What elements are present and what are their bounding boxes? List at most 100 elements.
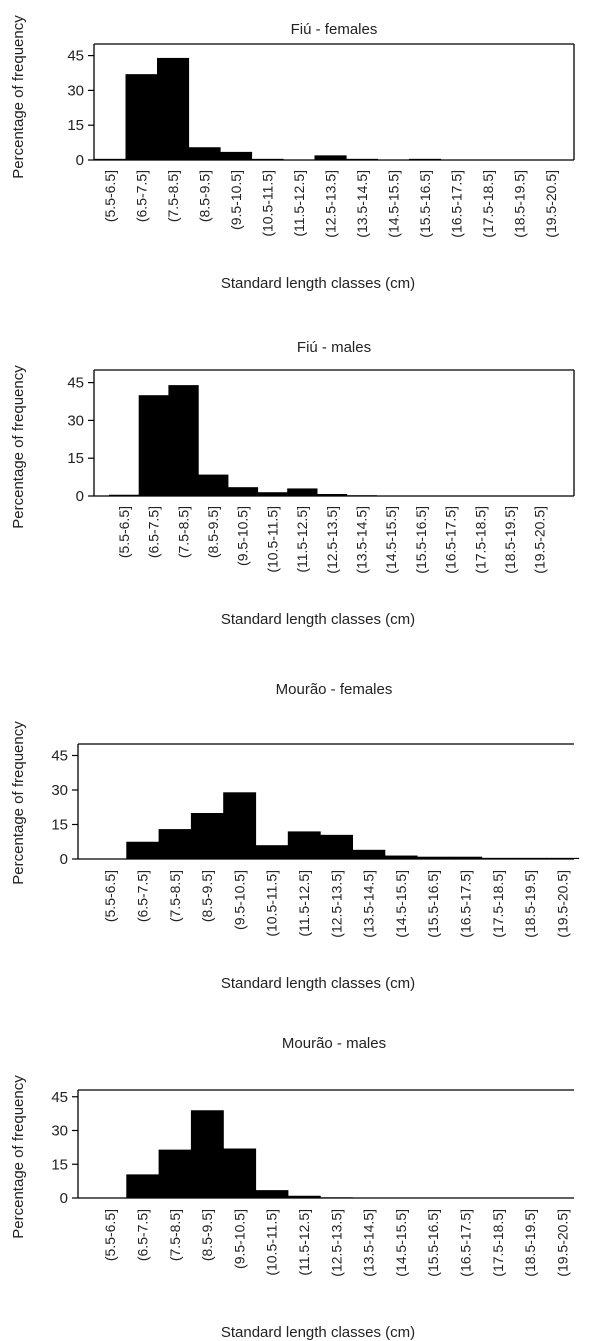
- chart-title: Mourão - females: [276, 681, 393, 698]
- x-tick-label: (6.5-7.5]: [134, 870, 150, 922]
- y-axis-label: Percentage of frequency: [10, 721, 27, 885]
- x-tick-label: (19.5-20.5]: [554, 870, 570, 938]
- x-tick-label: (14.5-15.5]: [385, 170, 401, 238]
- chart-title: Mourão - males: [282, 1035, 386, 1052]
- x-tick-label: (16.5-17.5]: [457, 1209, 473, 1277]
- bar: [257, 492, 288, 496]
- chart-title: Fiú - females: [291, 21, 378, 38]
- chart-title: Fiú - males: [297, 339, 371, 356]
- x-tick-label: (13.5-14.5]: [361, 870, 377, 938]
- bar: [316, 493, 348, 496]
- x-tick-label: (5.5-6.5]: [102, 870, 118, 922]
- y-tick-label: 30: [67, 412, 84, 429]
- bar: [125, 74, 158, 160]
- x-tick-label: (10.5-11.5]: [264, 870, 280, 937]
- histogram-fiu-females: Fiú - females Percentage of frequency 0 15 3…: [10, 15, 575, 292]
- x-tick-label: (9.5-10.5]: [231, 870, 247, 930]
- x-tick-label: (12.5-13.5]: [328, 1209, 344, 1277]
- x-tick-label: (14.5-15.5]: [383, 506, 399, 574]
- x-tick-label: (19.5-20.5]: [543, 170, 559, 238]
- bar: [190, 813, 224, 859]
- x-tick-label: (10.5-11.5]: [259, 170, 275, 237]
- x-tick-label: (14.5-15.5]: [393, 870, 409, 938]
- bar: [126, 841, 160, 859]
- x-tick-label: (13.5-14.5]: [354, 170, 370, 238]
- x-tick-label: (17.5-18.5]: [472, 506, 488, 574]
- bar: [223, 1148, 257, 1198]
- x-tick-label: (11.5-12.5]: [296, 1209, 312, 1276]
- bar: [320, 834, 353, 859]
- bar: [190, 1110, 224, 1198]
- x-tick-label: (10.5-11.5]: [264, 1209, 280, 1276]
- bar: [449, 856, 483, 859]
- bar: [157, 57, 190, 160]
- x-tick-label: (8.5-9.5]: [205, 506, 221, 558]
- x-tick-label: (7.5-8.5]: [167, 870, 183, 922]
- y-tick-label: 45: [51, 748, 68, 765]
- x-tick-label: (12.5-13.5]: [328, 870, 344, 938]
- y-tick-label: 15: [51, 1156, 68, 1173]
- bar: [255, 1190, 289, 1198]
- x-tick-label: (16.5-17.5]: [448, 170, 464, 238]
- x-tick-label: (15.5-16.5]: [413, 506, 429, 574]
- y-tick-label: 0: [60, 851, 68, 868]
- x-tick-label: (12.5-13.5]: [322, 170, 338, 238]
- x-tick-label: (11.5-12.5]: [294, 506, 310, 573]
- y-tick-label: 30: [51, 1123, 68, 1140]
- bar: [188, 147, 221, 160]
- y-axis-label: Percentage of frequency: [10, 1075, 27, 1239]
- bar: [158, 1149, 192, 1198]
- x-axis-label: Standard length classes (cm): [221, 975, 415, 992]
- y-tick-label: 45: [51, 1089, 68, 1106]
- x-tick-label: (8.5-9.5]: [199, 1209, 215, 1261]
- x-tick-label: (5.5-6.5]: [102, 1209, 118, 1261]
- x-tick-label: (6.5-7.5]: [134, 1209, 150, 1261]
- x-tick-label: (6.5-7.5]: [146, 506, 162, 558]
- x-tick-label: (15.5-16.5]: [425, 1209, 441, 1277]
- y-axis-label: Percentage of frequency: [10, 365, 27, 529]
- x-tick-label: (17.5-18.5]: [480, 170, 496, 238]
- x-axis-label: Standard length classes (cm): [221, 611, 415, 628]
- x-tick-label: (10.5-11.5]: [264, 506, 280, 573]
- bar: [158, 829, 192, 859]
- y-tick-label: 0: [60, 1190, 68, 1207]
- y-tick-label: 0: [76, 488, 84, 505]
- y-tick-label: 15: [51, 817, 68, 834]
- chart-panel-mourao-females: Mourão - females Percentage of frequency 0…: [0, 670, 590, 1010]
- x-tick-label: (7.5-8.5]: [175, 506, 191, 558]
- x-tick-label: (15.5-16.5]: [425, 870, 441, 938]
- y-tick-label: 45: [67, 48, 84, 65]
- x-tick-label: (17.5-18.5]: [490, 1209, 506, 1277]
- bar: [352, 849, 386, 859]
- bar: [384, 855, 418, 859]
- x-tick-label: (7.5-8.5]: [167, 1209, 183, 1261]
- y-tick-label: 45: [67, 375, 84, 392]
- x-tick-label: (18.5-19.5]: [522, 870, 538, 938]
- bar: [287, 831, 321, 859]
- y-tick-label: 30: [51, 782, 68, 799]
- x-tick-label: (11.5-12.5]: [296, 870, 312, 937]
- histogram-mourao-males: Mourão - males Percentage of frequency 0 15…: [10, 1035, 574, 1341]
- x-tick-label: (19.5-20.5]: [554, 1209, 570, 1277]
- bar: [287, 488, 318, 496]
- y-tick-label: 0: [76, 152, 84, 169]
- bar: [223, 792, 257, 859]
- chart-panel-fiu-males: Fiú - males Percentage of frequency 0 15 30 4…: [0, 330, 590, 670]
- x-tick-label: (13.5-14.5]: [361, 1209, 377, 1277]
- bar: [314, 155, 347, 160]
- x-tick-label: (15.5-16.5]: [417, 170, 433, 238]
- x-tick-label: (14.5-15.5]: [393, 1209, 409, 1277]
- x-tick-label: (13.5-14.5]: [353, 506, 369, 574]
- x-tick-label: (6.5-7.5]: [133, 170, 149, 222]
- x-tick-label: (8.5-9.5]: [196, 170, 212, 222]
- x-tick-label: (5.5-6.5]: [102, 170, 118, 222]
- y-axis-label: Percentage of frequency: [10, 15, 27, 179]
- x-tick-label: (8.5-9.5]: [199, 870, 215, 922]
- x-tick-label: (18.5-19.5]: [522, 1209, 538, 1277]
- x-tick-label: (16.5-17.5]: [457, 870, 473, 938]
- bar: [138, 395, 169, 496]
- y-tick-label: 15: [67, 450, 84, 467]
- chart-panel-fiu-females: Fiú - females Percentage of frequency 0 15 3…: [0, 0, 590, 330]
- x-tick-label: (16.5-17.5]: [443, 506, 459, 574]
